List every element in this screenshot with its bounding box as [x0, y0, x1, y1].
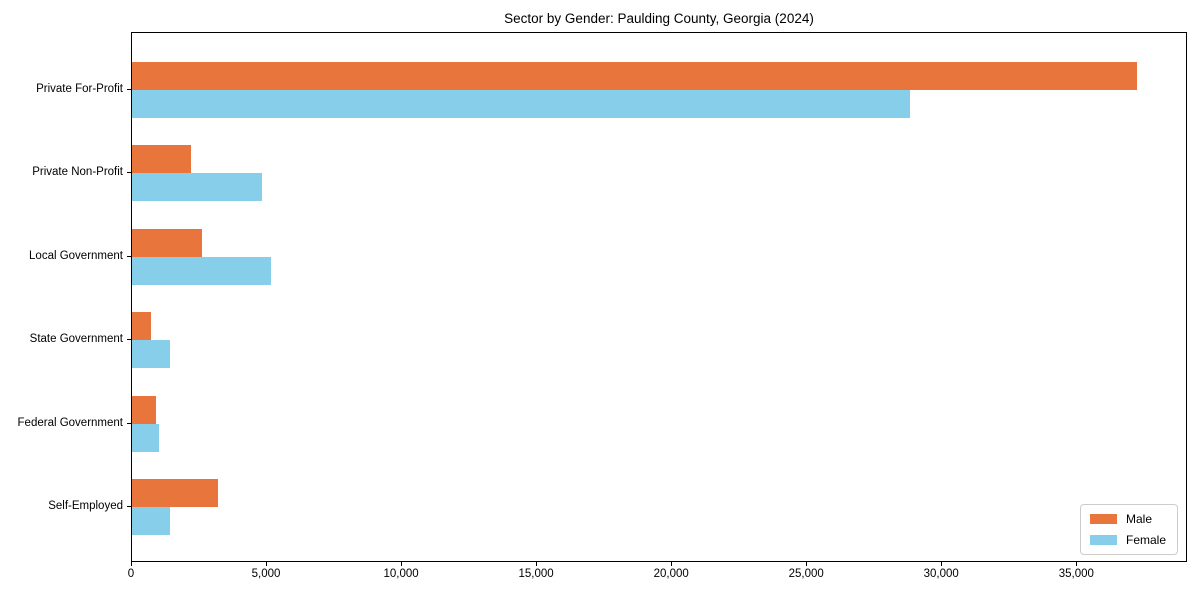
- legend-item-male: Male: [1089, 512, 1166, 526]
- x-tick-label-10000: 10,000: [383, 568, 419, 580]
- y-tick-mark: [127, 172, 131, 174]
- x-tick-mark: [401, 562, 403, 566]
- y-tick-label-local-government: Local Government: [29, 249, 123, 262]
- x-tick-mark: [1076, 562, 1078, 566]
- y-tick-label-state-government: State Government: [29, 333, 123, 346]
- bar-male-federal-government: [132, 395, 157, 424]
- x-tick-mark: [806, 562, 808, 566]
- bar-male-self-employed: [132, 479, 219, 507]
- x-tick-label-5000: 5,000: [251, 568, 281, 580]
- y-tick-label-self-employed: Self-Employed: [48, 500, 123, 512]
- x-tick-mark: [266, 562, 267, 566]
- bar-male-local-government: [132, 228, 203, 257]
- x-tick-label-30000: 30,000: [923, 568, 959, 580]
- x-tick-label-20000: 20,000: [653, 568, 689, 580]
- x-tick-label-0: 0: [127, 568, 135, 580]
- y-tick-mark: [127, 422, 131, 424]
- x-tick-mark: [536, 562, 538, 566]
- bar-female-federal-government: [132, 423, 159, 452]
- chart-title: Sector by Gender: Paulding County, Georg…: [504, 11, 814, 26]
- x-tick-label-25000: 25,000: [788, 568, 824, 580]
- plot-area: Male Female: [131, 32, 1187, 562]
- bar-female-self-employed: [132, 507, 170, 535]
- y-tick-mark: [127, 506, 131, 507]
- bar-male-private-non-profit: [132, 145, 192, 174]
- y-tick-mark: [127, 339, 131, 341]
- y-tick-mark: [127, 255, 131, 257]
- y-tick-label-private-for-profit: Private For-Profit: [36, 83, 123, 95]
- bar-male-state-government: [132, 312, 151, 341]
- x-tick-label-15000: 15,000: [518, 568, 554, 580]
- bar-female-private-non-profit: [132, 173, 262, 202]
- legend-item-female: Female: [1089, 533, 1166, 547]
- female-legend-swatch: [1089, 535, 1117, 545]
- bar-female-private-for-profit: [132, 90, 910, 118]
- bar-male-private-for-profit: [132, 62, 1137, 90]
- y-tick-mark: [127, 89, 131, 90]
- y-tick-label-private-non-profit: Private Non-Profit: [32, 166, 123, 179]
- y-tick-label-federal-government: Federal Government: [17, 416, 123, 429]
- x-tick-mark: [131, 562, 132, 566]
- x-tick-mark: [671, 562, 673, 566]
- bar-female-local-government: [132, 256, 272, 285]
- x-tick-mark: [941, 562, 943, 566]
- legend-label-female: Female: [1125, 533, 1166, 547]
- legend: Male Female: [1079, 504, 1178, 555]
- legend-label-male: Male: [1125, 512, 1152, 526]
- x-tick-label-35000: 35,000: [1058, 568, 1094, 580]
- bar-female-state-government: [132, 340, 170, 369]
- male-legend-swatch: [1089, 514, 1117, 524]
